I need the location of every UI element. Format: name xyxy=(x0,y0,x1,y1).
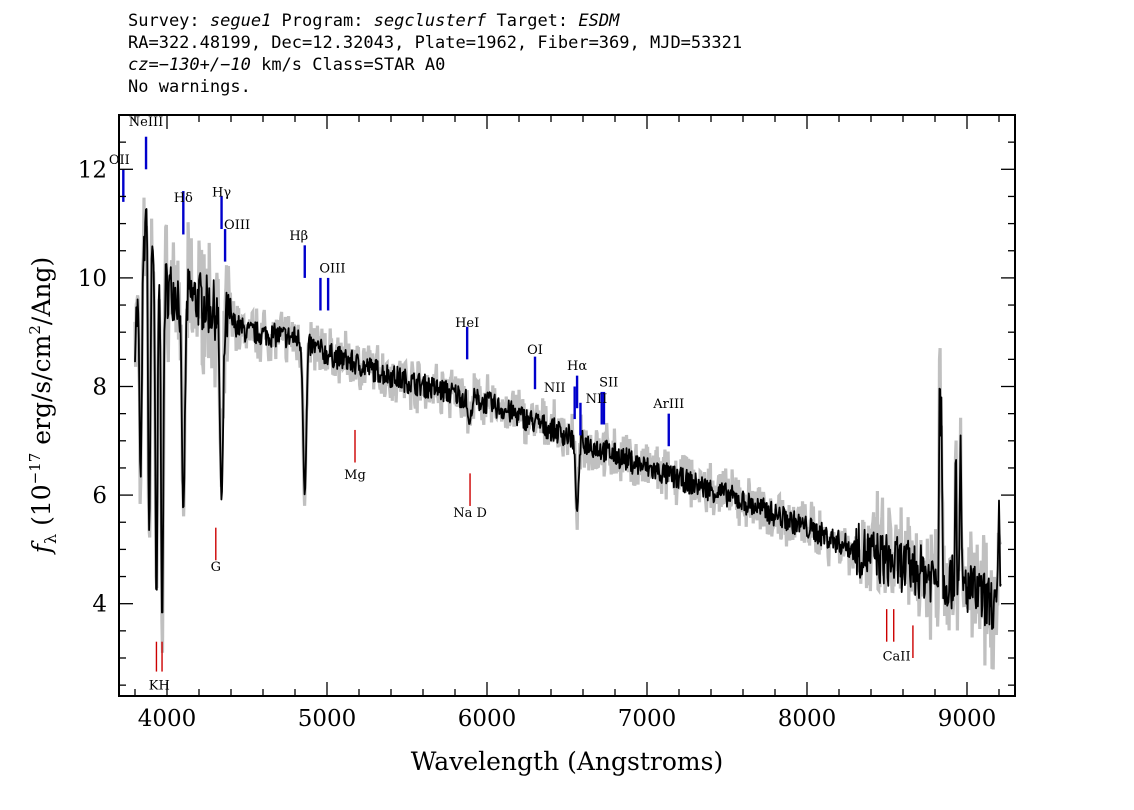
y-tick-label-4: 12 xyxy=(78,157,107,183)
line-label-10: Hα xyxy=(567,359,587,374)
x-axis-title: Wavelength (Angstroms) xyxy=(411,747,723,776)
line-label-15: Mg xyxy=(344,468,366,483)
line-label-3: Hγ xyxy=(212,185,231,200)
flux-series-line xyxy=(134,208,1002,630)
program-value: segclusterf xyxy=(373,11,487,31)
x-tick-label-3: 7000 xyxy=(618,706,677,732)
target-value: ESDM xyxy=(578,11,620,31)
line-label-16: Na D xyxy=(453,506,487,521)
line-label-kh: KH xyxy=(149,678,170,693)
line-label-7: HeI xyxy=(455,316,479,331)
survey-value: segue1 xyxy=(209,11,272,31)
line-label-12: SII xyxy=(599,375,618,390)
x-tick-label-4: 8000 xyxy=(778,706,837,732)
line-label-4: OIII xyxy=(224,218,250,233)
y-tick-label-3: 10 xyxy=(78,266,107,292)
x-tick-label-0: 4000 xyxy=(138,706,197,732)
x-tick-label-5: 9000 xyxy=(938,706,997,732)
x-tick-label-2: 6000 xyxy=(458,706,517,732)
line-label-1: NeIII xyxy=(129,115,163,130)
line-label-caii: CaII xyxy=(883,650,911,665)
header-line-redshift: cz=−130+/−10 km/s Class=STAR A0 xyxy=(128,55,446,75)
line-label-2: Hδ xyxy=(174,191,193,206)
x-tick-label-1: 5000 xyxy=(298,706,357,732)
line-label-5: Hβ xyxy=(289,229,308,244)
cz-value: −130+/−10 xyxy=(158,55,251,75)
header-line-survey: Survey: segue1 Program: segclusterf Targ… xyxy=(128,11,620,31)
header-line-coordinates: RA=322.48199, Dec=12.32043, Plate=1962, … xyxy=(128,33,743,53)
y-tick-label-0: 4 xyxy=(92,592,107,618)
y-axis-title: fλ (10−17 erg/s/cm2/Ang) xyxy=(26,257,60,556)
line-label-14: G xyxy=(211,560,221,575)
line-label-8: OI xyxy=(527,343,543,358)
line-label-6: OIII xyxy=(319,261,345,276)
header-line-warnings: No warnings. xyxy=(128,77,251,97)
axis-ticks: 4000 5000 6000 7000 8000 9000 4 6 8 10 12 xyxy=(78,115,1015,732)
spectrum-header: Survey: segue1 Program: segclusterf Targ… xyxy=(128,10,742,98)
y-tick-label-1: 6 xyxy=(92,483,107,509)
plot-frame xyxy=(118,114,1016,697)
y-tick-label-2: 8 xyxy=(92,374,107,400)
line-label-13: ArIII xyxy=(652,397,684,412)
line-label-9: NII xyxy=(544,381,566,396)
line-label-11: NII xyxy=(586,392,608,407)
flux-series xyxy=(134,208,1002,630)
